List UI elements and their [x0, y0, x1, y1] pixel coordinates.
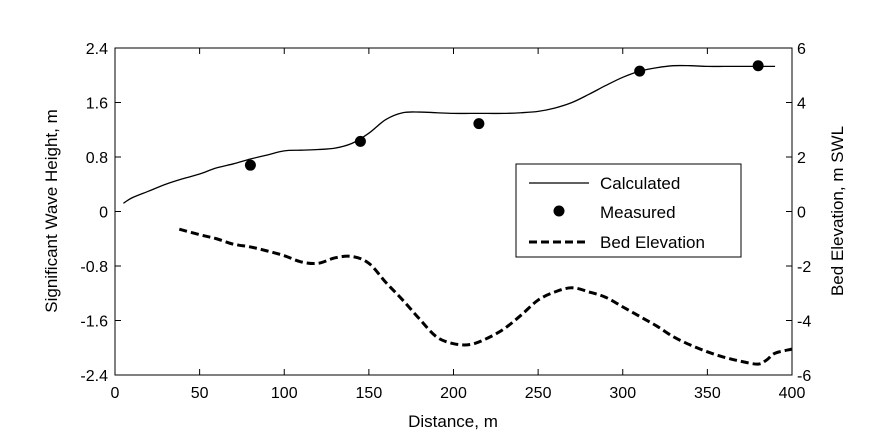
y-left-tick-label: -2.4: [80, 368, 108, 385]
x-axis: 0 50 100 150 200 250 300 350 400: [111, 48, 806, 402]
legend-label-measured: Measured: [600, 203, 676, 222]
y-axis-right: 6 4 2 0 -2 -4 -6: [786, 41, 811, 385]
y-left-tick-label: 0: [99, 205, 108, 222]
data-point-measured: [244, 159, 256, 171]
x-tick-label: 150: [356, 385, 383, 402]
x-tick-label: 100: [271, 385, 298, 402]
x-tick-label: 0: [111, 385, 120, 402]
series-line-calculated: [123, 64, 776, 204]
y-right-tick-label: 6: [797, 41, 806, 58]
data-point-measured: [354, 135, 366, 147]
data-point-measured: [473, 118, 485, 130]
legend: Calculated Measured Bed Elevation: [515, 163, 742, 258]
data-point-measured: [634, 65, 646, 77]
y-left-tick-label: 1.6: [86, 96, 108, 113]
x-tick-label: 200: [440, 385, 467, 402]
y-left-tick-label: -1.6: [80, 314, 108, 331]
x-tick-label: 250: [525, 385, 552, 402]
legend-label-calculated: Calculated: [600, 174, 680, 193]
y-left-tick-label: 0.8: [86, 150, 108, 167]
y-axis-left: 2.4 1.6 0.8 0 -0.8 -1.6 -2.4: [80, 41, 121, 385]
y-right-tick-label: 4: [797, 96, 806, 113]
y-right-tick-label: -6: [797, 368, 811, 385]
data-point-measured: [752, 60, 764, 72]
y-right-tick-label: 2: [797, 150, 806, 167]
y-left-tick-label: -0.8: [80, 259, 108, 276]
y-right-tick-label: 0: [797, 205, 806, 222]
x-axis-title: Distance, m: [408, 412, 498, 431]
y-right-tick-label: -2: [797, 259, 811, 276]
y-axis-left-title: Significant Wave Height, m: [42, 109, 61, 312]
x-tick-label: 350: [694, 385, 721, 402]
series-line-bed-elevation: [178, 227, 793, 366]
y-axis-right-title: Bed Elevation, m SWL: [828, 126, 847, 296]
x-tick-label: 300: [609, 385, 636, 402]
series-layer: [123, 60, 793, 366]
legend-marker-measured: [553, 205, 565, 217]
y-right-tick-label: -4: [797, 314, 811, 331]
x-tick-label: 400: [779, 385, 806, 402]
x-tick-label: 50: [191, 385, 209, 402]
y-left-tick-label: 2.4: [86, 41, 108, 58]
legend-label-bed-elevation: Bed Elevation: [600, 233, 705, 252]
